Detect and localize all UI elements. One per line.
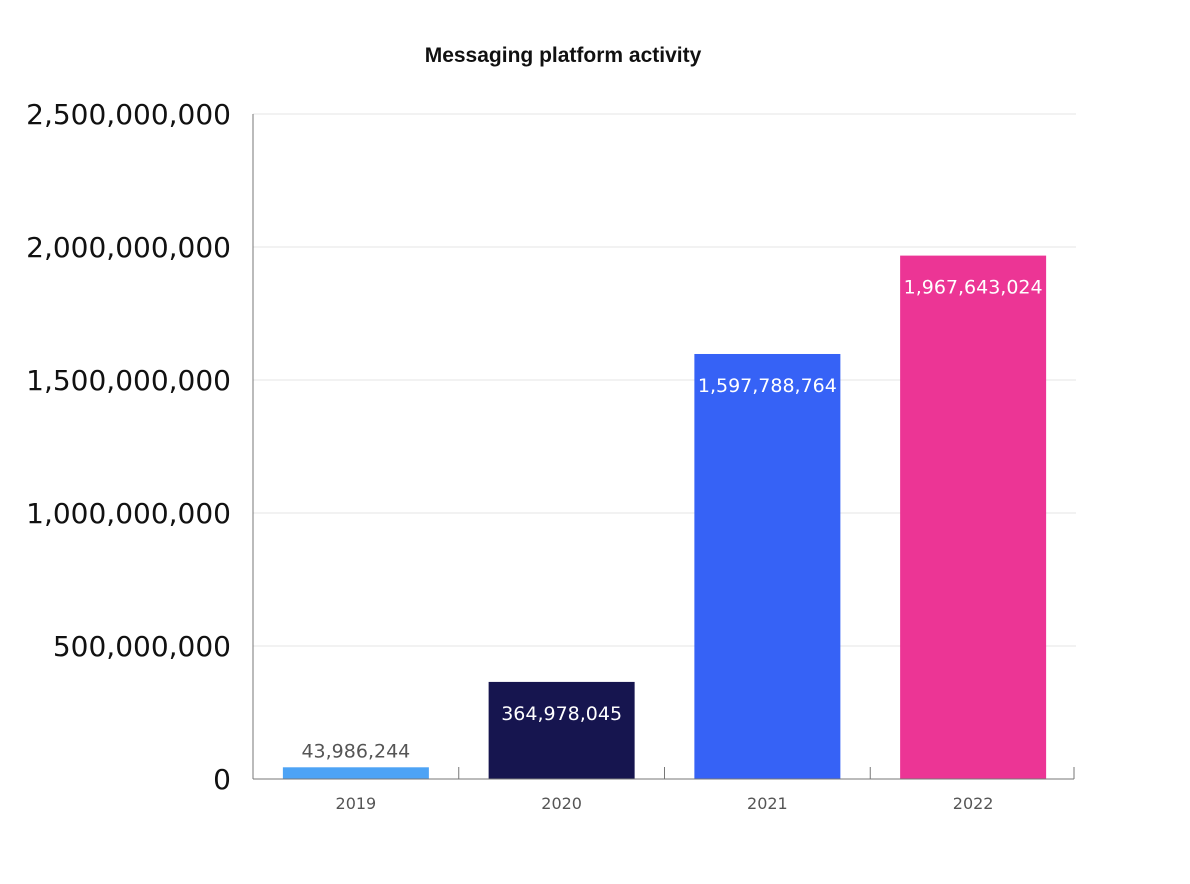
x-tick-label: 2019 xyxy=(336,794,377,813)
x-tick-label: 2020 xyxy=(541,794,582,813)
data-label: 364,978,045 xyxy=(501,703,622,725)
y-tick-label: 500,000,000 xyxy=(53,630,231,663)
bars xyxy=(282,255,1047,780)
y-axis-ticks: 0 500,000,000 1,000,000,000 1,500,000,000 2,… xyxy=(26,98,231,796)
x-axis-ticks: 2019 2020 2021 2022 xyxy=(336,794,994,813)
x-tick-label: 2022 xyxy=(953,794,994,813)
y-tick-label: 1,000,000,000 xyxy=(26,497,231,530)
x-tick-label: 2021 xyxy=(747,794,788,813)
bar-2020 xyxy=(488,681,635,779)
data-label: 1,597,788,764 xyxy=(698,375,837,397)
bar-2022 xyxy=(900,255,1047,780)
bar-2019 xyxy=(282,767,429,779)
y-tick-label: 1,500,000,000 xyxy=(26,364,231,397)
data-labels: 43,986,244 364,978,045 1,597,788,764 1,967,… xyxy=(301,277,1042,763)
bar-2021 xyxy=(694,353,841,779)
y-tick-label: 0 xyxy=(213,763,231,796)
y-tick-label: 2,000,000,000 xyxy=(26,231,231,264)
y-tick-label: 2,500,000,000 xyxy=(26,98,231,131)
chart-title: Messaging platform activity xyxy=(425,44,702,67)
axes xyxy=(252,114,1075,780)
data-label: 43,986,244 xyxy=(301,740,410,762)
data-label: 1,967,643,024 xyxy=(904,277,1043,299)
